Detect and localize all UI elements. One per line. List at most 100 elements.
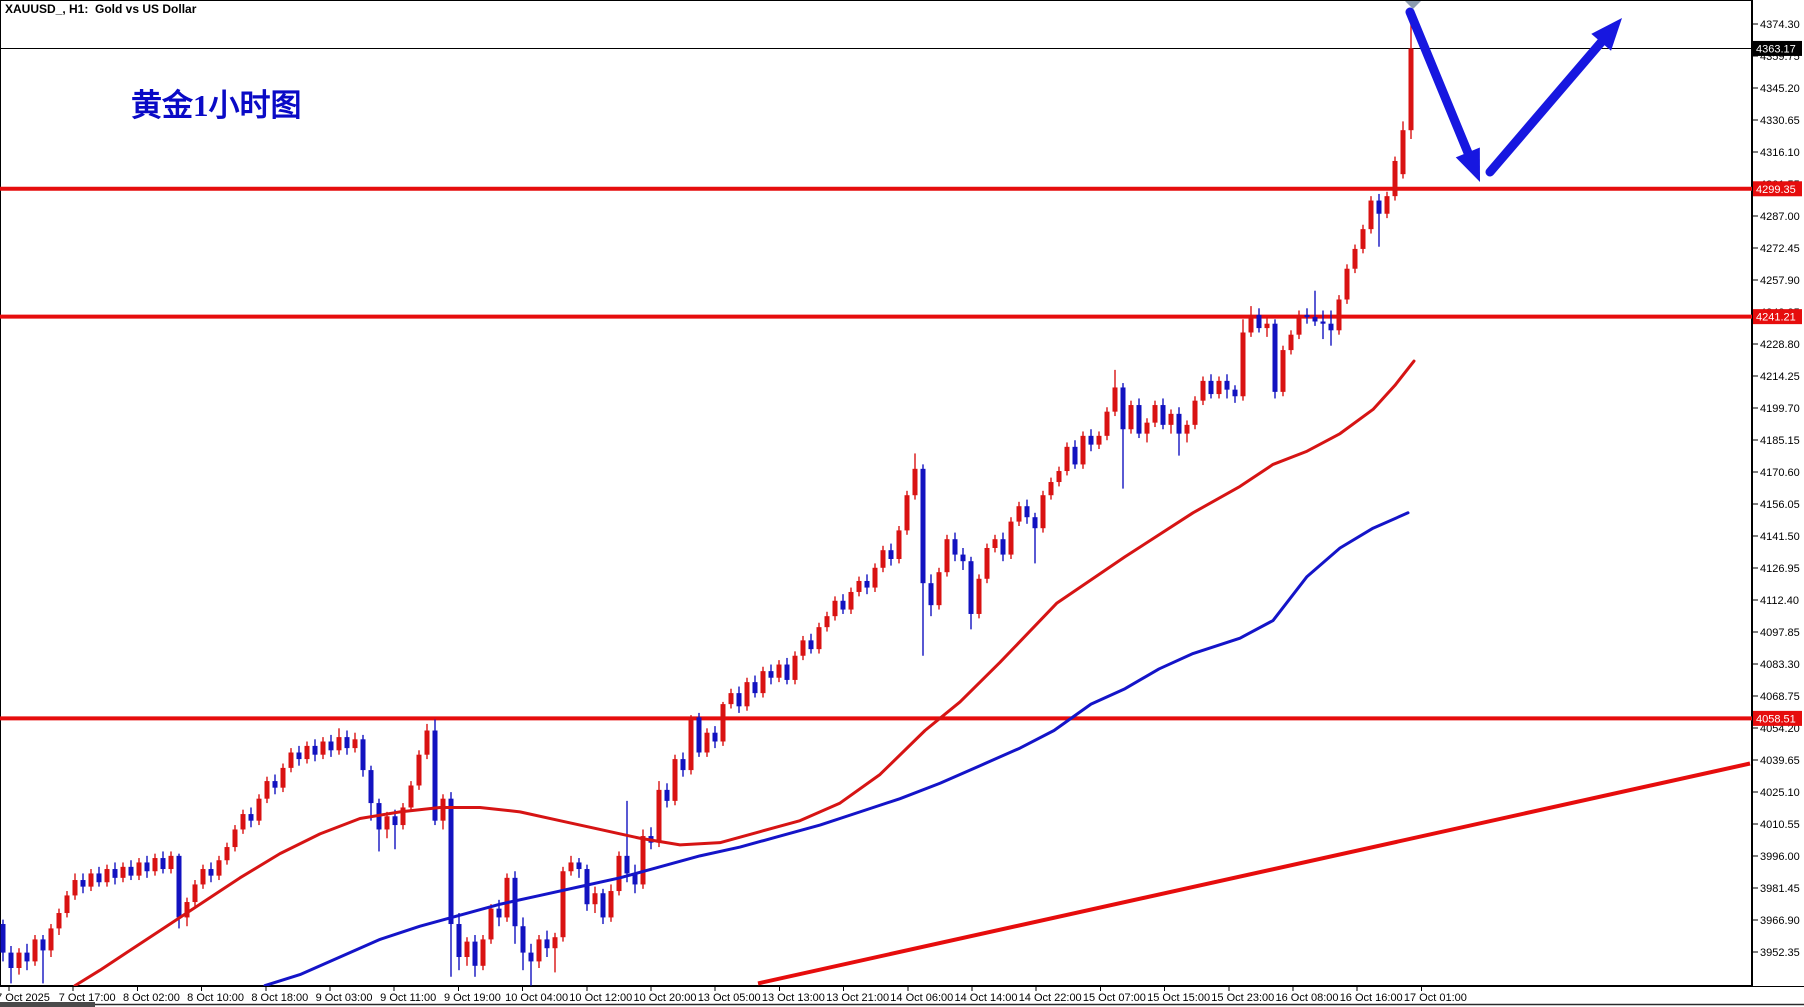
candle	[816, 627, 822, 650]
trend-line[interactable]	[757, 761, 1751, 986]
candle	[952, 539, 958, 555]
candle	[8, 952, 14, 968]
time-tick-label: 13 Oct 05:00	[698, 992, 761, 1004]
candle	[168, 855, 174, 870]
price-tick-label: 4272.45	[1760, 243, 1800, 255]
candle	[1272, 323, 1278, 392]
price-tick-label: 4170.60	[1760, 467, 1800, 479]
time-tick-label: 8 Oct 10:00	[187, 992, 244, 1004]
candle	[752, 682, 758, 694]
price-tick-label: 3981.45	[1760, 883, 1800, 895]
price-tick-label: 4010.55	[1760, 819, 1800, 831]
candle	[1360, 229, 1366, 249]
candle	[616, 855, 622, 892]
candle	[216, 860, 222, 876]
candle	[824, 616, 830, 628]
time-tick-label: 14 Oct 14:00	[955, 992, 1018, 1004]
candle	[504, 877, 510, 918]
candle	[176, 855, 182, 918]
candle	[904, 495, 910, 531]
candle	[696, 717, 702, 753]
price-tick-label: 3996.00	[1760, 851, 1800, 863]
candle	[992, 539, 998, 548]
candle	[1112, 387, 1118, 412]
time-tick-label: 8 Oct 18:00	[251, 992, 308, 1004]
price-label-box	[1753, 309, 1802, 325]
candle	[496, 908, 502, 918]
candle	[72, 880, 78, 896]
candle	[1160, 405, 1166, 425]
candle	[152, 858, 158, 872]
candle	[488, 908, 494, 940]
drawn-arrow-head[interactable]	[1455, 147, 1480, 182]
time-tick-label: 16 Oct 16:00	[1340, 992, 1403, 1004]
candle	[1208, 380, 1214, 395]
candle	[1088, 435, 1094, 445]
candle	[344, 737, 350, 749]
scrollbar-thumb[interactable]	[0, 1002, 95, 1007]
candle	[288, 752, 294, 768]
candle	[944, 539, 950, 573]
candle	[1136, 405, 1142, 434]
candle	[576, 862, 582, 870]
candle	[80, 880, 86, 887]
candle	[432, 730, 438, 821]
price-tick-label: 4214.25	[1760, 371, 1800, 383]
candle	[1240, 332, 1246, 397]
candle	[1128, 405, 1134, 430]
candle	[968, 561, 974, 614]
candle	[304, 745, 310, 760]
price-label-text: 4241.21	[1756, 312, 1796, 324]
time-tick-label: 10 Oct 04:00	[505, 992, 568, 1004]
price-label-text: 4363.17	[1756, 43, 1796, 55]
candle	[984, 547, 990, 579]
candle	[352, 739, 358, 749]
candle	[384, 816, 390, 830]
candle	[720, 704, 726, 742]
candle	[1296, 314, 1302, 335]
drawn-arrow-head[interactable]	[1591, 18, 1622, 51]
moving-average-red	[73, 359, 1416, 988]
price-tick-label: 4316.10	[1760, 147, 1800, 159]
candle	[592, 893, 598, 905]
candle	[656, 789, 662, 843]
candle	[800, 640, 806, 656]
candle	[456, 924, 462, 958]
candle	[24, 952, 30, 962]
candle	[856, 580, 862, 592]
candle	[1224, 380, 1230, 390]
candle	[1408, 48, 1414, 131]
arrow-anchor-icon[interactable]	[1405, 1, 1421, 9]
drawn-arrow-shaft[interactable]	[1485, 33, 1610, 177]
candle	[920, 468, 926, 584]
candle	[568, 862, 574, 872]
price-tick-label: 4345.20	[1760, 83, 1800, 95]
candle	[1264, 323, 1270, 329]
time-tick-label: 7 Oct 17:00	[59, 992, 116, 1004]
price-tick-label: 4199.70	[1760, 403, 1800, 415]
candle	[1248, 314, 1254, 333]
time-tick-label: 8 Oct 02:00	[123, 992, 180, 1004]
drawn-arrow-shaft[interactable]	[1405, 7, 1475, 163]
candle	[960, 554, 966, 562]
candle	[256, 798, 262, 821]
candle	[240, 814, 246, 830]
candle	[368, 770, 374, 804]
candle	[1392, 160, 1398, 197]
candle	[760, 671, 766, 694]
candle	[528, 952, 534, 962]
candle	[1384, 196, 1390, 214]
candle	[544, 939, 550, 949]
candle	[688, 717, 694, 771]
candle	[128, 866, 134, 876]
candle	[704, 732, 710, 753]
candle	[680, 759, 686, 771]
price-tick-label: 4141.50	[1760, 531, 1800, 543]
candle	[1016, 506, 1022, 522]
candle	[160, 858, 166, 870]
candle	[328, 741, 334, 751]
candle	[64, 895, 70, 914]
candle	[976, 578, 982, 614]
